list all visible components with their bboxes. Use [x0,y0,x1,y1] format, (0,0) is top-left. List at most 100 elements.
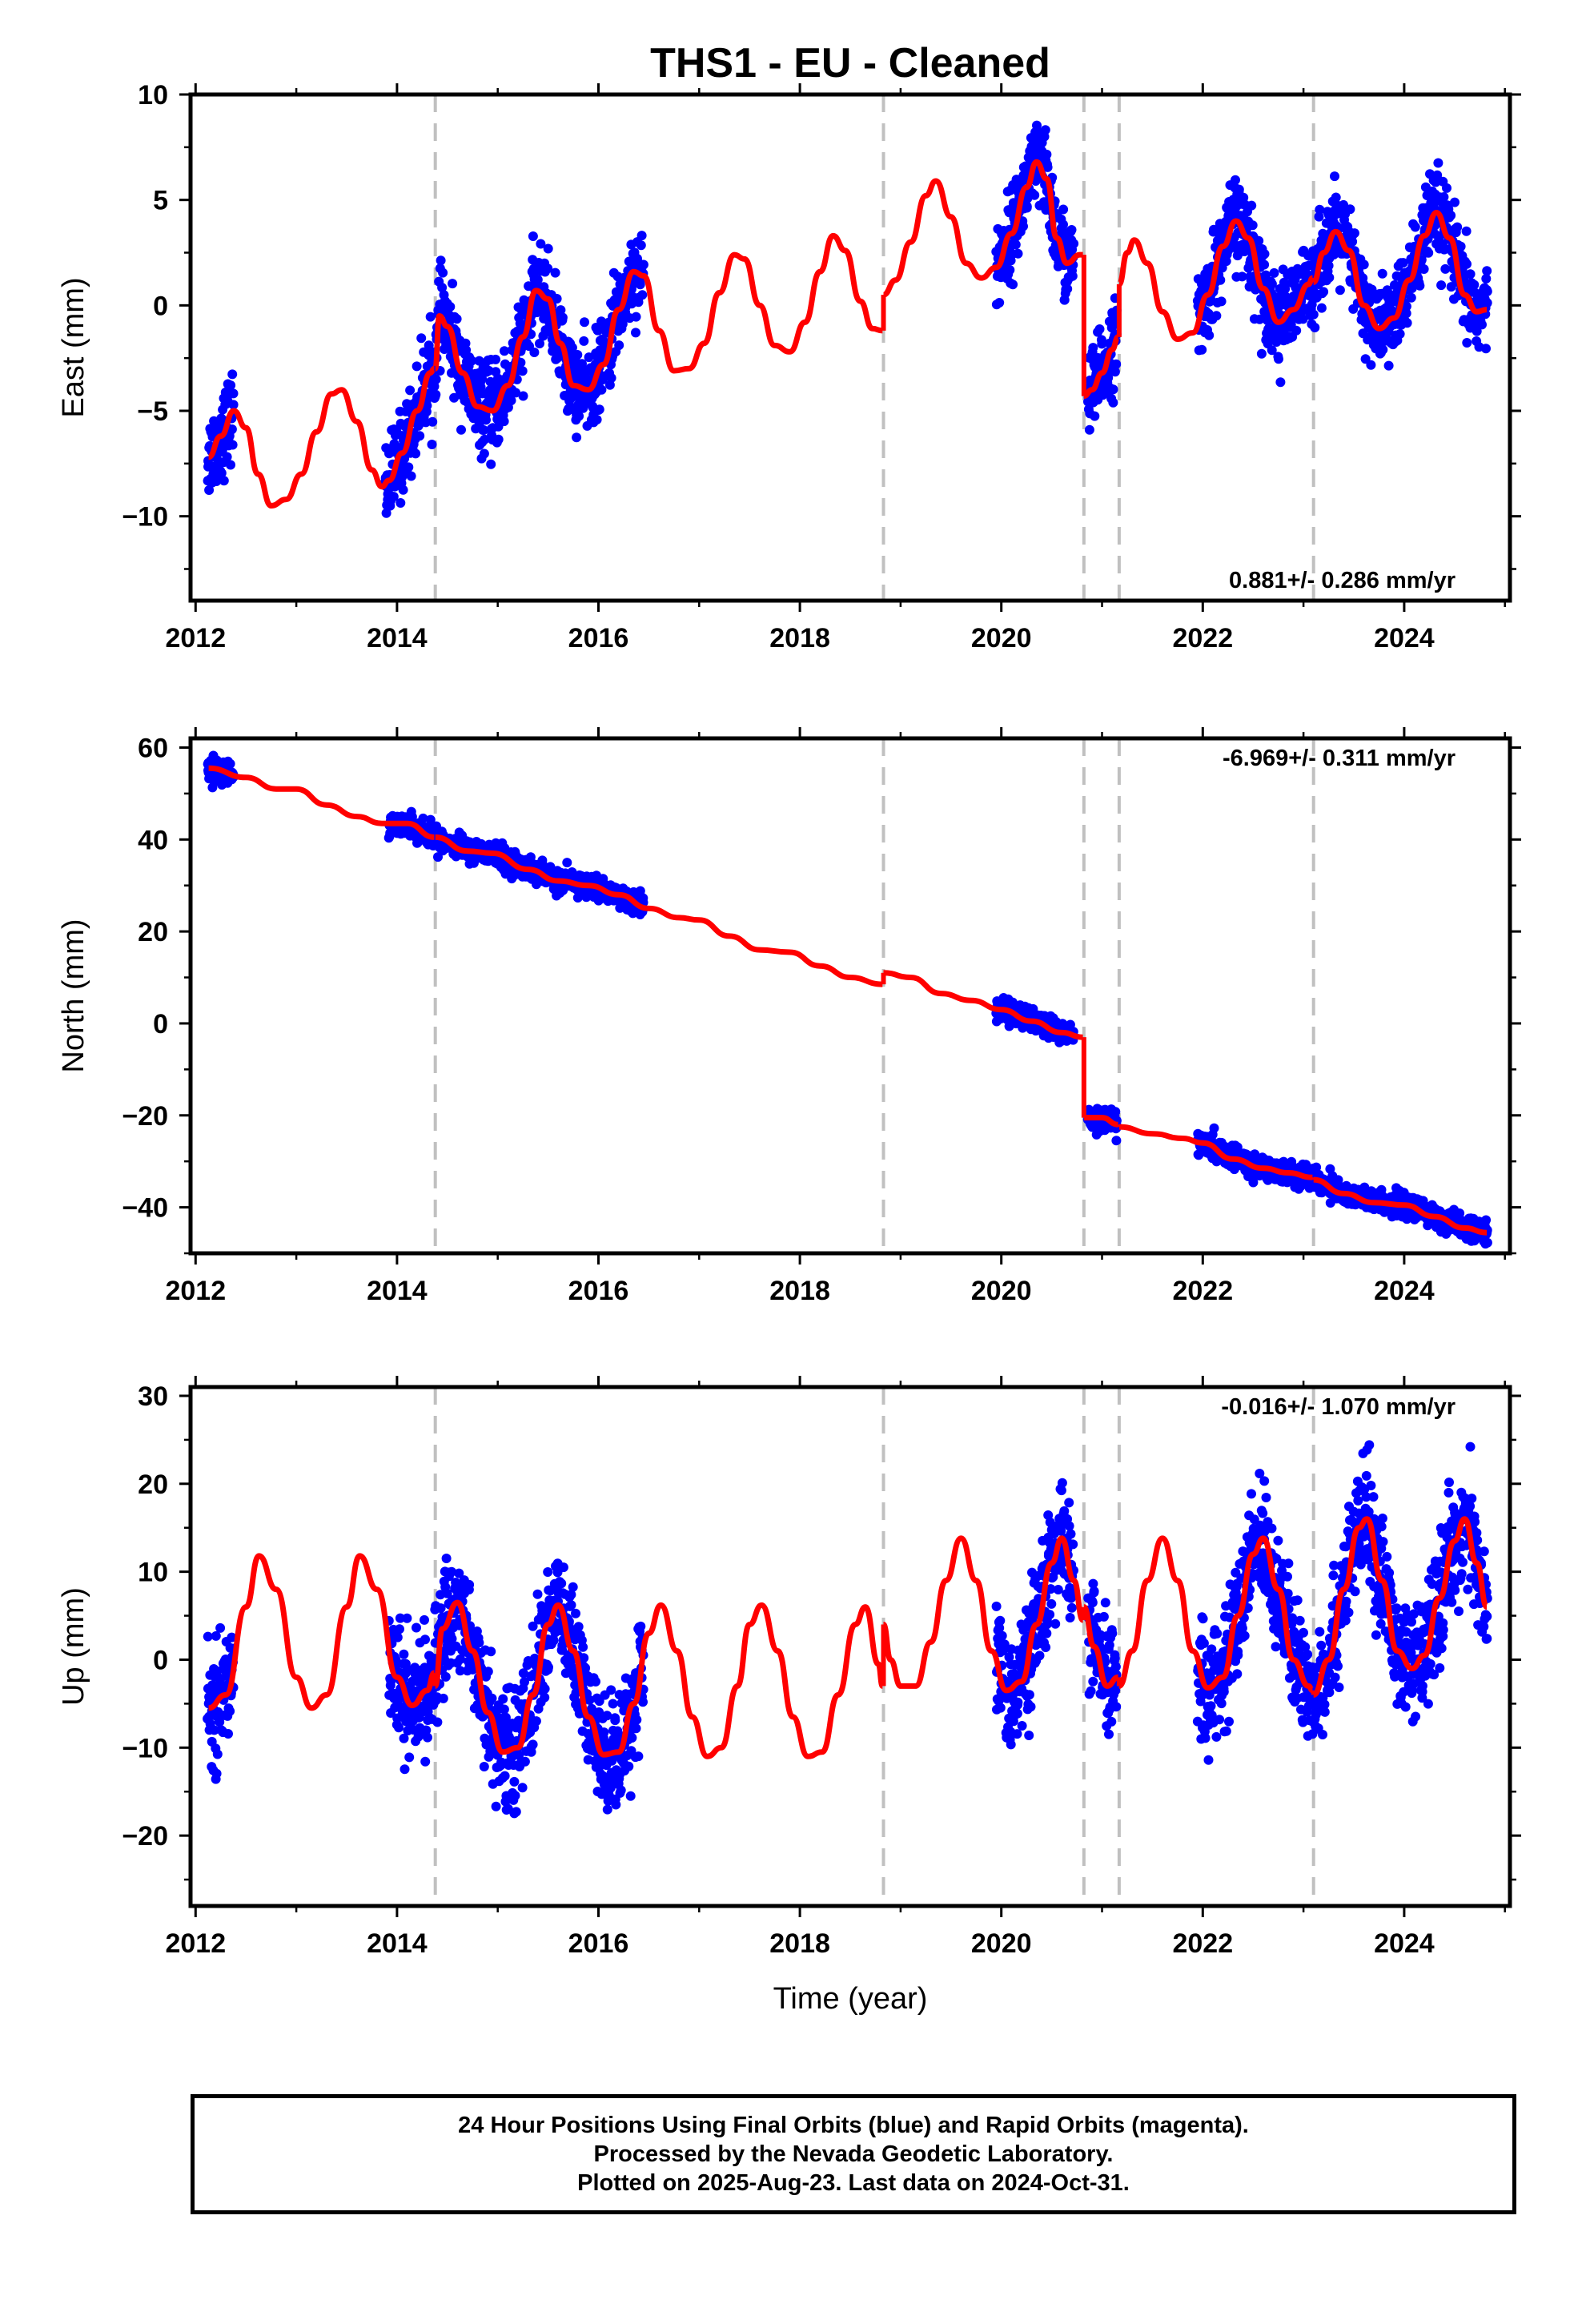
data-point-481 [509,1776,520,1787]
x-tick-label-3: 2018 [769,1276,830,1306]
data-point-446 [498,1694,508,1704]
y-tick-label-1: −5 [137,396,168,427]
data-point-1457 [1259,249,1270,259]
data-point-2080 [1456,241,1466,251]
data-point-1003 [1022,201,1032,211]
data-point-78 [227,369,238,380]
data-point-1117 [1058,219,1068,230]
data-point-195 [420,1614,429,1625]
data-point-1521 [1280,283,1291,294]
data-point-2099 [1462,259,1472,269]
data-point-399 [483,1667,493,1677]
data-point-2008 [1433,158,1443,168]
data-point-648 [557,312,568,323]
data-point-1558 [1291,325,1302,336]
data-point-967 [1010,239,1021,250]
data-point-1679 [1330,171,1339,182]
data-point-194 [415,431,425,441]
data-point-1231 [1108,397,1118,408]
x-tick-label-4: 2020 [971,1276,1032,1306]
data-point-1728 [1345,204,1355,215]
y-tick-label-3: 5 [153,186,168,216]
model-curve-3 [1083,334,1120,400]
data-point-1616 [1310,323,1320,332]
data-point-1794 [1366,360,1376,370]
data-point-695 [572,350,583,360]
data-point-40 [215,1622,226,1633]
data-point-896 [636,240,646,251]
data-point-215 [425,814,436,825]
data-point-82 [228,400,239,410]
data-point-140 [402,1613,412,1623]
data-point-88 [381,508,391,518]
data-point-1644 [1319,287,1329,297]
data-point-79 [227,440,238,450]
data-point-2031 [1440,263,1451,274]
data-point-1629 [1314,211,1324,222]
data-point-2061 [1450,197,1460,207]
data-point-600 [543,263,553,274]
data-point-601 [543,243,553,254]
data-point-974 [1013,248,1023,259]
data-point-1460 [1261,270,1271,280]
data-point-1257 [1197,344,1207,355]
data-point-1316 [1215,275,1226,285]
data-point-1118 [1058,204,1069,215]
data-point-1831 [1377,268,1387,279]
data-point-1448 [1256,348,1267,359]
data-point-901 [637,290,648,300]
data-point-302 [449,392,460,403]
data-point-904 [638,259,648,270]
data-point-27 [211,476,222,486]
data-point-1144 [1066,225,1077,235]
data-point-1147 [1067,271,1078,281]
data-point-826 [614,340,624,351]
data-point-1907 [1401,308,1411,319]
data-point-44 [216,468,227,478]
data-point-162 [405,385,416,396]
data-point-2100 [1462,338,1472,348]
data-point-217 [422,400,432,411]
data-point-1743 [1349,228,1359,239]
data-point-1908 [1401,301,1411,312]
data-point-244 [431,389,441,400]
data-point-398 [479,448,489,459]
data-point-1241 [1111,359,1122,369]
plot-frame [188,92,1512,603]
data-point-141 [398,485,408,495]
data-point-1638 [1316,303,1327,313]
data-point-444 [493,434,504,444]
data-point-1385 [1237,271,1247,282]
data-point-166 [406,471,416,481]
data-point-1167 [1088,343,1098,353]
data-point-223 [424,340,434,351]
data-point-1364 [1231,175,1240,185]
data-point-1232 [1108,384,1118,395]
data-point-1832 [1378,344,1388,355]
data-point-899 [636,231,647,241]
y-axis-label: East (mm) [57,277,90,417]
data-point-261 [436,255,446,266]
x-tick-label-0: 2012 [165,623,226,653]
data-point-522 [518,391,528,401]
data-point-424 [491,1801,501,1811]
data-point-1196 [1097,339,1107,349]
data-point-1501 [1274,354,1283,364]
data-point-2111 [1465,269,1476,279]
x-tick-label-6: 2024 [1374,1276,1435,1306]
y-tick-label-4: 10 [138,80,168,111]
x-tick-label-2: 2016 [568,1276,629,1306]
data-point-1887 [1395,329,1405,339]
data-point-771 [596,384,607,395]
data-point-434 [491,354,500,364]
data-point-914 [994,298,1005,308]
data-point-1215 [1103,372,1114,383]
data-point-1697 [1335,285,1345,296]
data-point-1909 [1402,318,1412,328]
data-point-1068 [1042,162,1053,172]
data-point-2153 [1482,1237,1492,1248]
data-point-111 [388,492,399,502]
data-point-132 [396,498,406,508]
y-axis-label: North (mm) [57,919,90,1072]
